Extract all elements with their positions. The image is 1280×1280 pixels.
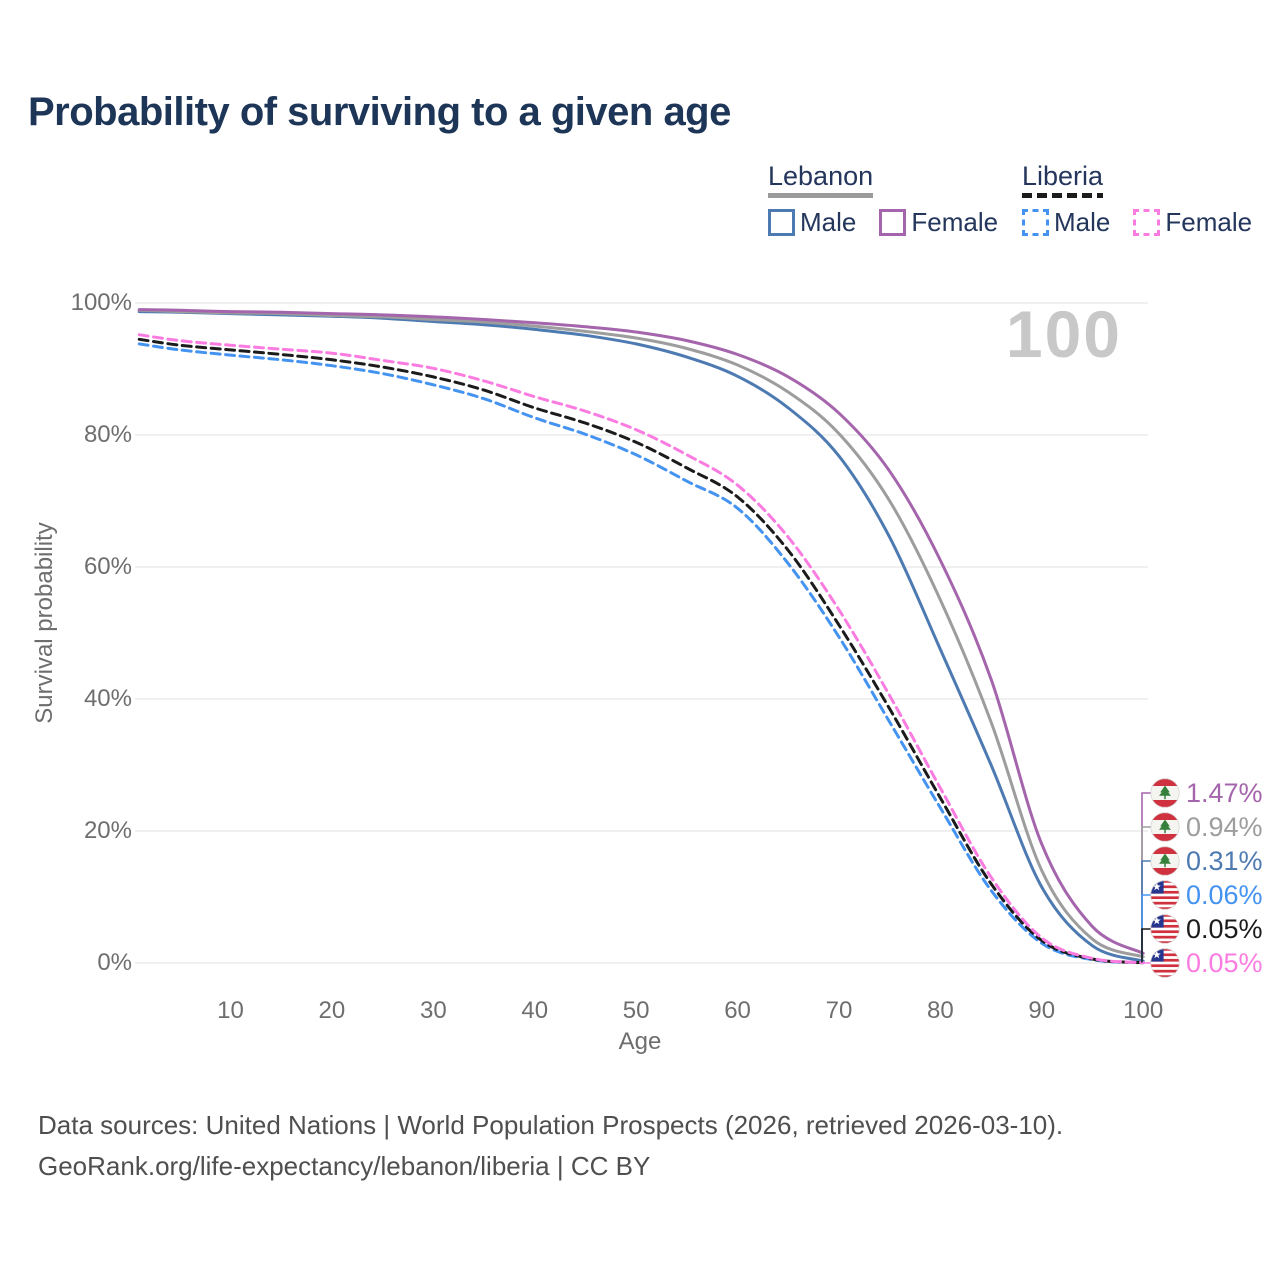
x-tick-label-30: 30 [419,997,447,1024]
end-label-row-lebanon-male: 0.31% [1150,844,1263,878]
end-label-row-lebanon-female: 1.47% [1150,776,1263,810]
end-label-row-liberia-both-sexes: 0.05% [1150,912,1263,946]
liberia-flag-icon [1150,880,1180,910]
x-tick-label-100: 100 [1123,997,1164,1024]
leader-line-liberia-both-sexes [1141,928,1151,963]
series-line-lebanon-both-sexes [137,308,1145,959]
legend-swatch [879,209,907,236]
legend-item-lebanon-female[interactable]: Female [879,207,998,238]
y-tick-label-80%: 80% [83,421,132,448]
y-tick-label-100%: 100% [70,289,132,316]
lebanon-flag-icon [1150,812,1180,842]
y-tick-label-20%: 20% [83,817,132,844]
series-line-liberia-female [137,333,1145,965]
x-tick-label-90: 90 [1028,997,1056,1024]
legend-line-sample-solid [768,193,874,198]
footer: Data sources: United Nations | World Pop… [38,1105,1063,1187]
legend-item-label: Male [1054,207,1111,237]
legend-items: Male Female [1022,207,1262,238]
end-label-value: 0.31% [1186,845,1263,876]
end-label-row-lebanon-both-sexes: 0.94% [1150,810,1263,844]
legend-swatch [768,209,795,236]
liberia-flag-icon [1150,914,1180,944]
legend-item-label: Male [800,207,857,237]
attribution-note: GeoRank.org/life-expectancy/lebanon/libe… [38,1151,651,1181]
legend-line-sample-dashed [1022,193,1104,198]
legend-item-label: Female [911,207,999,237]
end-label-value: 0.94% [1186,811,1263,842]
lebanon-flag-icon [1150,846,1180,876]
end-label-row-liberia-female: 0.05% [1150,946,1263,980]
age-watermark: 100 [1005,297,1122,371]
y-tick-label-0%: 0% [97,949,132,976]
series-line-lebanon-male [137,310,1145,963]
page-title: Probability of surviving to a given age [28,90,731,134]
legend-group-lebanon: Lebanon Male Female [768,161,1008,238]
series-line-lebanon-female [137,308,1145,955]
legend-group-liberia: Liberia Male Female [1022,161,1262,238]
x-tick-label-40: 40 [521,997,549,1024]
y-axis-title: Survival probability [31,522,58,724]
legend-item-label: Female [1165,207,1253,237]
liberia-flag-icon [1150,948,1180,978]
y-tick-label-60%: 60% [83,553,132,580]
x-tick-label-50: 50 [622,997,650,1024]
legend-item-liberia-female[interactable]: Female [1133,207,1252,238]
x-tick-label-70: 70 [825,997,853,1024]
series-line-liberia-both-sexes [137,337,1145,965]
legend-swatch [1133,209,1161,236]
y-tick-label-40%: 40% [83,685,132,712]
x-axis-title: Age [618,1028,662,1055]
x-tick-label-20: 20 [318,997,346,1024]
x-tick-label-10: 10 [217,997,244,1024]
legend-items: Male Female [768,207,1008,238]
legend-country-label: Lebanon [768,161,874,198]
end-label-value: 1.47% [1186,777,1263,808]
end-label-value: 0.06% [1186,879,1263,910]
end-label-value: 0.05% [1186,913,1263,944]
x-tick-label-60: 60 [724,997,751,1024]
lebanon-flag-icon [1150,778,1180,808]
end-label-value: 0.05% [1186,947,1263,978]
legend-item-liberia-male[interactable]: Male [1022,207,1110,238]
series-line-liberia-male [137,342,1145,965]
legend-swatch [1022,209,1049,236]
data-sources-note: Data sources: United Nations | World Pop… [38,1110,1064,1140]
end-label-row-liberia-male: 0.06% [1150,878,1263,912]
legend-item-lebanon-male[interactable]: Male [768,207,856,238]
x-tick-label-80: 80 [927,997,954,1024]
legend-country-label: Liberia [1022,161,1104,198]
